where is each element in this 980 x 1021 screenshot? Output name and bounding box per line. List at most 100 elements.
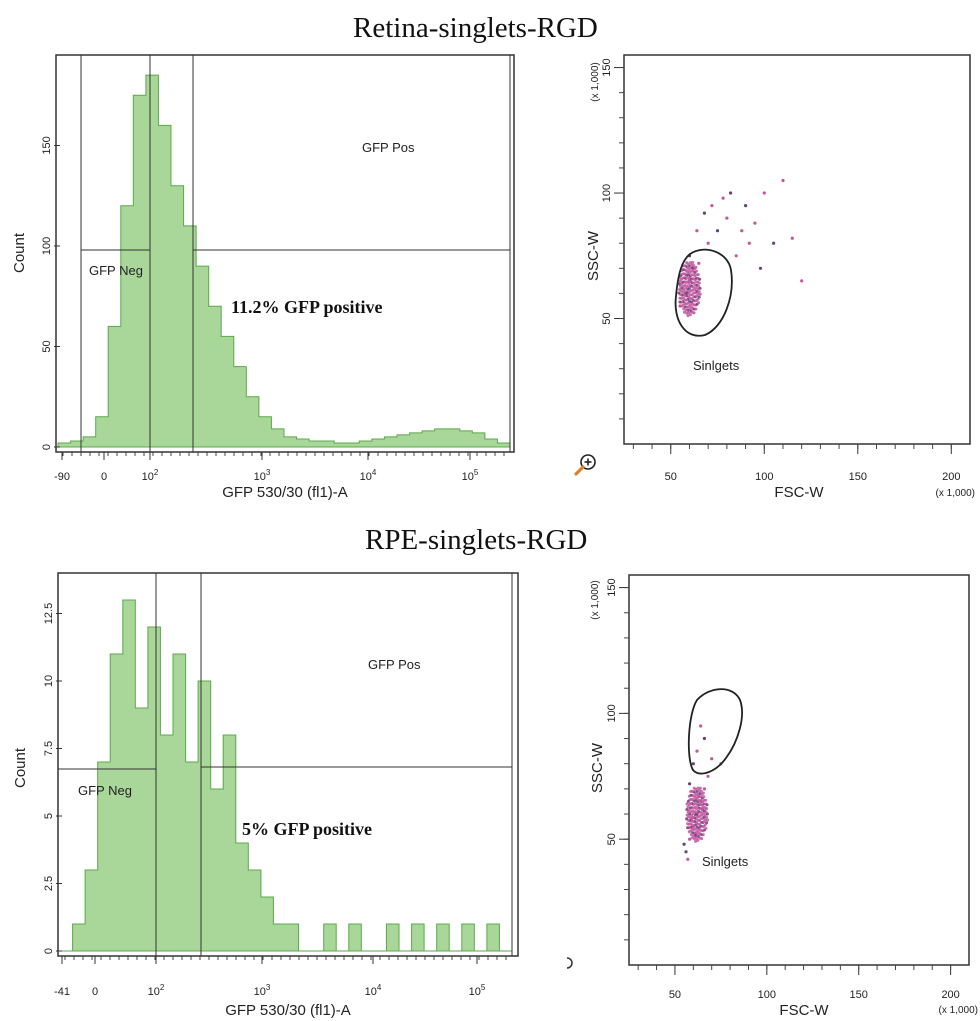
scatter-point [702, 795, 706, 799]
scatter-point [729, 191, 733, 195]
scatter-point [705, 821, 709, 825]
x-tick-label: 150 [850, 989, 868, 1001]
magnifier-plus-icon[interactable] [572, 452, 600, 480]
scatter-y-axis-label: SSC-W [589, 742, 606, 793]
scatter-point [697, 290, 701, 294]
scatter-point [700, 837, 704, 841]
scatter-point [705, 815, 709, 819]
scatter-point [686, 314, 690, 318]
scatter-point [781, 178, 785, 183]
x-tick-label: 0 [92, 986, 98, 998]
scatter-point [790, 236, 794, 240]
gate-label: Sinlgets [702, 854, 749, 869]
scatter-x-unit: (x 1,000) [936, 488, 975, 499]
y-tick-label: 2.5 [43, 876, 55, 891]
scatter-point [706, 818, 710, 822]
x-tick-label: 0 [101, 471, 107, 483]
percent-label: 5% GFP positive [242, 819, 372, 839]
scatter-point [688, 261, 692, 264]
x-tick-label: -90 [54, 471, 70, 483]
histogram-x-ticks: -90 0 102 103 104 105 [54, 452, 505, 483]
scatter-point [705, 803, 709, 807]
y-tick-label: 100 [606, 704, 618, 722]
scatter-point [706, 241, 710, 245]
y-tick-label: 50 [41, 340, 53, 352]
scatter-point [715, 229, 720, 233]
scatter-point [685, 311, 689, 315]
scatter-point [704, 826, 708, 830]
scatter-point [677, 291, 681, 295]
scatter-point [701, 833, 705, 837]
scatter-point [721, 196, 725, 200]
scatter-point [702, 736, 707, 741]
panel-corner-icon [566, 957, 573, 969]
scatter-point [686, 826, 690, 830]
y-tick-label: 150 [601, 58, 613, 76]
x-tick-label: 105 [469, 983, 486, 998]
scatter-point [698, 277, 702, 281]
scatter-point [689, 790, 693, 793]
gate-pos-label: GFP Pos [362, 140, 415, 155]
scatter-frame [628, 574, 970, 966]
histogram-y-axis-label: Count [11, 232, 28, 273]
scatter-point [688, 837, 692, 841]
x-tick-label: 100 [758, 989, 776, 1001]
scatter-x-ticks: 50 100 150 200 [632, 444, 960, 483]
scatter-frame [623, 54, 971, 445]
histogram-outline [57, 74, 511, 448]
y-tick-label: 10 [43, 675, 55, 687]
scatter-point [680, 282, 683, 286]
scatter-point [710, 204, 714, 208]
histogram-retina: GFP Neg GFP Pos 11.2% GFP positive 0 50 10… [11, 54, 515, 501]
scatter-point [686, 810, 690, 814]
y-tick-label: 0 [41, 444, 53, 450]
scatter-point [697, 261, 701, 265]
x-tick-label: -41 [54, 986, 70, 998]
scatter-point [702, 211, 707, 215]
scatter-point [705, 807, 709, 811]
scatter-point [685, 817, 689, 821]
scatter-point [725, 216, 729, 220]
scatter-point [695, 749, 699, 753]
scatter-point [689, 833, 693, 836]
gate-neg-label: GFP Neg [78, 783, 132, 798]
y-tick-label: 100 [41, 237, 53, 255]
scatter-point [702, 815, 706, 819]
scatter-point [691, 261, 695, 264]
scatter-point [685, 802, 689, 806]
scatter-point [696, 786, 700, 790]
scatter-point [744, 204, 748, 208]
scatter-point [697, 281, 701, 285]
scatter-point [710, 757, 714, 761]
scatter-y-ticks: 50 100 150 [606, 578, 629, 941]
scatter-point [692, 311, 696, 315]
x-tick-label: 200 [942, 471, 960, 483]
scatter-point [697, 301, 701, 305]
x-tick-label: 102 [148, 983, 165, 998]
scatter-point [698, 286, 702, 290]
histogram-outline [60, 599, 512, 952]
scatter-point [687, 794, 691, 798]
scatter-retina: Sinlgets 50 100 150 50 100 150 200 SSC-W (x 1… [585, 54, 975, 501]
scatter-point [694, 839, 698, 843]
scatter-point [678, 300, 682, 304]
scatter-point [682, 307, 686, 311]
scatter-point [682, 842, 686, 846]
scatter-point [734, 254, 738, 258]
scatter-point [686, 800, 690, 803]
scatter-rpe: Sinlgets 50 100 150 50 100 150 200 SSC-W (x 1… [589, 574, 978, 1019]
scatter-points [682, 724, 723, 861]
x-tick-label: 150 [849, 471, 867, 483]
singlets-gate [674, 248, 733, 337]
scatter-point [686, 822, 690, 826]
scatter-point [691, 762, 695, 766]
y-tick-label: 150 [41, 136, 53, 154]
scatter-point [772, 241, 776, 245]
scatter-point [692, 285, 695, 289]
histogram-y-axis-label: Count [12, 747, 29, 788]
scatter-point [699, 811, 703, 815]
scatter-y-axis-label: SSC-W [585, 230, 602, 281]
scatter-point [696, 292, 700, 296]
scatter-point [696, 838, 700, 842]
